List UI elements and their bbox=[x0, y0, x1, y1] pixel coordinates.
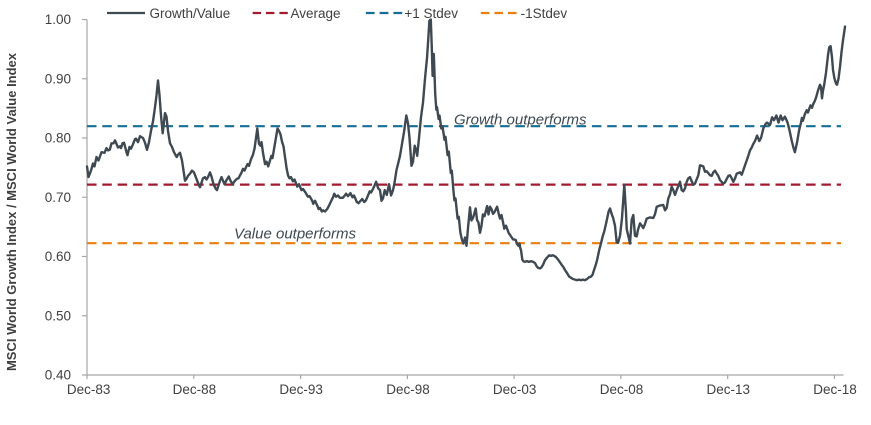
svg-text:Growth outperforms: Growth outperforms bbox=[454, 112, 587, 129]
svg-text:0.50: 0.50 bbox=[45, 308, 71, 323]
svg-text:-1Stdev: -1Stdev bbox=[521, 6, 568, 21]
svg-text:+1 Stdev: +1 Stdev bbox=[404, 6, 458, 21]
svg-text:Value outperforms: Value outperforms bbox=[234, 226, 357, 243]
svg-text:Dec-83: Dec-83 bbox=[67, 382, 111, 397]
svg-text:Dec-98: Dec-98 bbox=[386, 382, 430, 397]
svg-text:Growth/Value: Growth/Value bbox=[150, 6, 231, 21]
svg-text:MSCI World Growth Index / MSCI: MSCI World Growth Index / MSCI World Val… bbox=[4, 52, 19, 371]
svg-text:Dec-93: Dec-93 bbox=[279, 382, 323, 397]
svg-text:Dec-13: Dec-13 bbox=[707, 382, 751, 397]
svg-text:1.00: 1.00 bbox=[45, 12, 71, 27]
svg-text:Dec-08: Dec-08 bbox=[600, 382, 644, 397]
svg-text:0.40: 0.40 bbox=[45, 368, 71, 383]
svg-text:Dec-18: Dec-18 bbox=[813, 382, 857, 397]
svg-text:Dec-88: Dec-88 bbox=[173, 382, 217, 397]
svg-text:0.90: 0.90 bbox=[45, 71, 71, 86]
svg-text:0.60: 0.60 bbox=[45, 249, 71, 264]
svg-text:Dec-03: Dec-03 bbox=[493, 382, 537, 397]
svg-text:Average: Average bbox=[291, 6, 341, 21]
svg-text:0.70: 0.70 bbox=[45, 190, 71, 205]
svg-text:0.80: 0.80 bbox=[45, 131, 71, 146]
